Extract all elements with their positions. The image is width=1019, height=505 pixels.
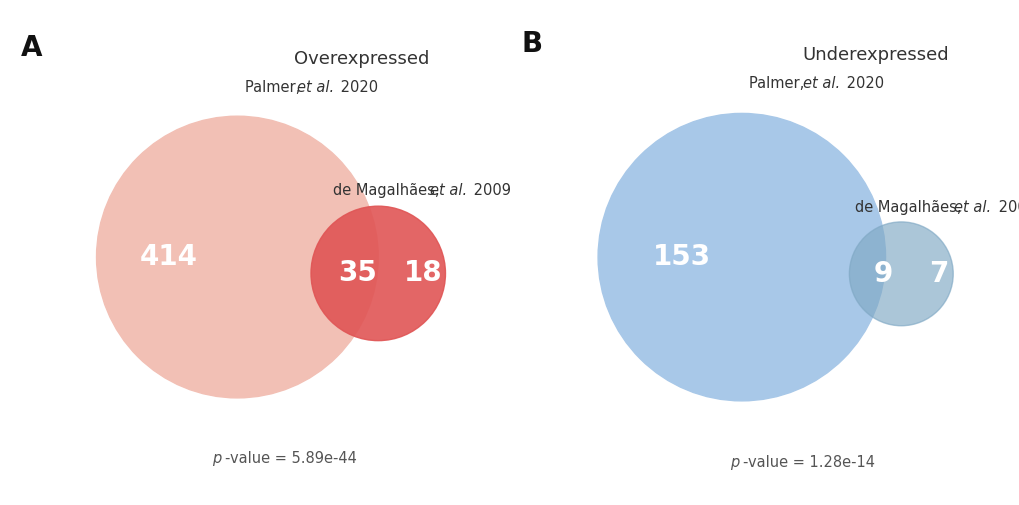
Text: et al.: et al. [953, 199, 990, 215]
Text: Overexpressed: Overexpressed [293, 50, 429, 68]
Text: 414: 414 [140, 243, 198, 271]
Circle shape [849, 222, 953, 326]
Text: 2020: 2020 [335, 80, 377, 95]
Text: et al.: et al. [802, 76, 840, 91]
Text: B: B [521, 30, 542, 58]
Text: p: p [729, 456, 739, 471]
Text: de Magalhães,: de Magalhães, [854, 199, 965, 215]
Circle shape [311, 206, 445, 341]
Text: 153: 153 [652, 243, 710, 271]
Text: 18: 18 [404, 260, 442, 287]
Text: A: A [21, 34, 43, 63]
Text: 7: 7 [928, 260, 947, 288]
Text: 2020: 2020 [841, 76, 883, 91]
Text: p: p [212, 451, 221, 466]
Text: 2009: 2009 [994, 199, 1019, 215]
Text: 35: 35 [337, 260, 376, 287]
Circle shape [597, 114, 884, 401]
Circle shape [97, 116, 378, 398]
Text: et al.: et al. [430, 182, 467, 197]
Text: de Magalhães,: de Magalhães, [332, 182, 443, 197]
Text: et al.: et al. [298, 80, 334, 95]
Text: Palmer,: Palmer, [245, 80, 305, 95]
Text: 9: 9 [872, 260, 892, 288]
Text: Palmer,: Palmer, [749, 76, 808, 91]
Text: Underexpressed: Underexpressed [801, 46, 948, 64]
Text: 2009: 2009 [469, 182, 511, 197]
Text: -value = 1.28e-14: -value = 1.28e-14 [742, 456, 874, 471]
Text: -value = 5.89e-44: -value = 5.89e-44 [224, 451, 357, 466]
